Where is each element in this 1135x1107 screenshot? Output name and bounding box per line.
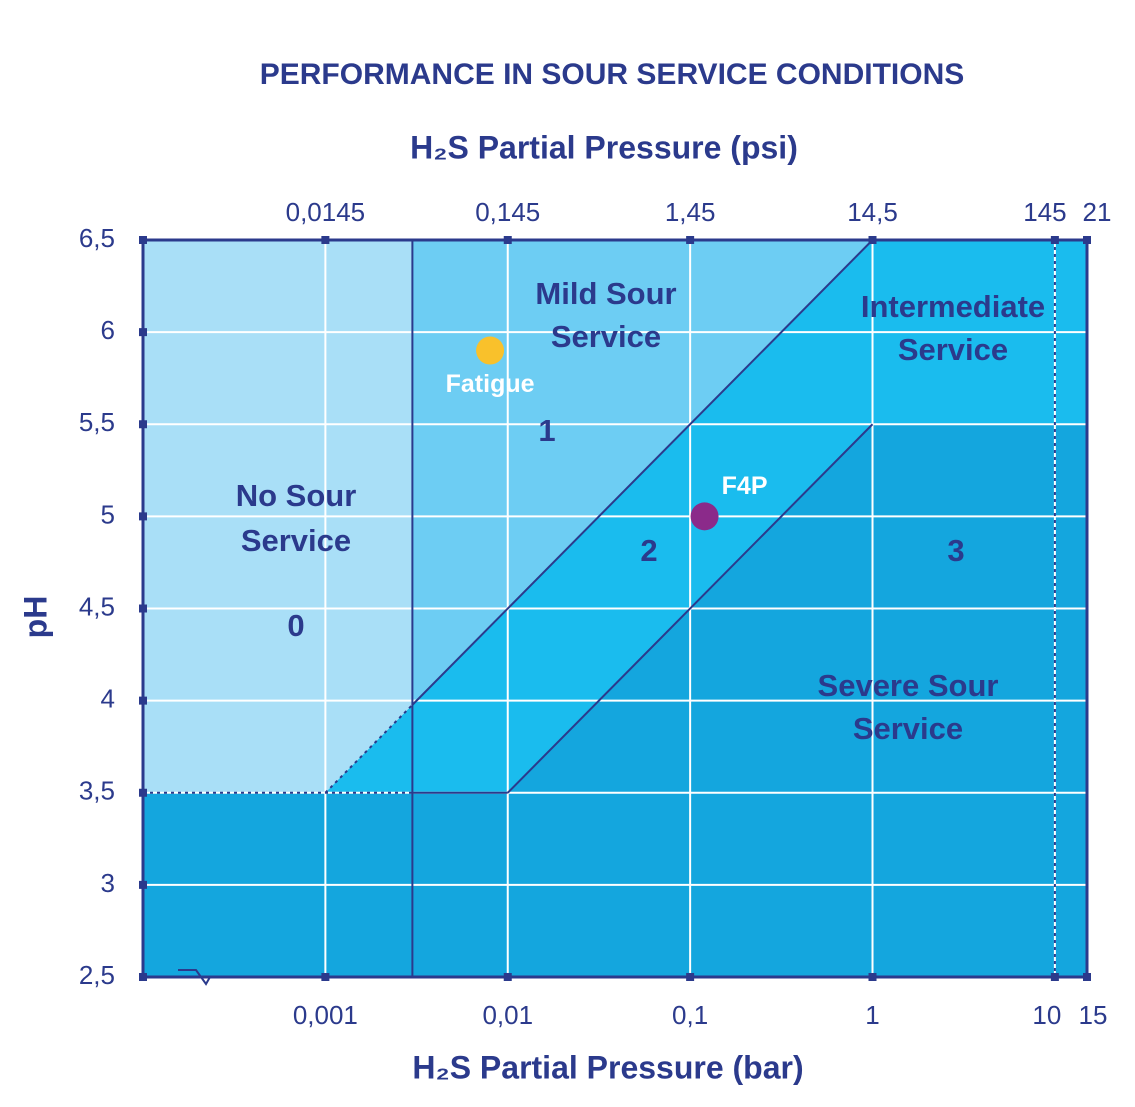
tick-mark: [868, 236, 877, 244]
region-number: 1: [538, 413, 555, 448]
region-number: 2: [640, 533, 657, 568]
region-number: 0: [287, 608, 304, 643]
tick-mark: [321, 973, 330, 981]
region-label: Mild Sour: [535, 276, 676, 311]
tick-mark: [139, 512, 147, 521]
boundary-line: [507, 423, 874, 794]
y-tick-label: 4,5: [79, 591, 115, 621]
y-tick-label: 6,5: [79, 223, 115, 253]
tick-mark: [1050, 236, 1059, 244]
y-tick-label: 2,5: [79, 960, 115, 990]
region-number: 3: [947, 533, 964, 568]
tick-mark: [139, 788, 147, 797]
tick-mark: [139, 604, 147, 613]
region-label: No Sour: [236, 478, 357, 513]
x2-tick-label: 145: [1023, 197, 1066, 227]
region-label: Service: [853, 711, 963, 746]
y-tick-label: 6: [101, 315, 115, 345]
region-label: Service: [551, 319, 661, 354]
data-point: [690, 502, 719, 531]
y-axis-title: pH: [17, 596, 53, 639]
y-tick-label: 4: [101, 684, 115, 714]
y-tick-label: 5,5: [79, 407, 115, 437]
chart-title: PERFORMANCE IN SOUR SERVICE CONDITIONS: [260, 58, 965, 91]
x-tick-label: 10: [1032, 1000, 1061, 1030]
boundary-line: [411, 239, 874, 706]
tick-mark: [321, 236, 330, 244]
tick-mark: [139, 696, 147, 705]
x2-axis-title: H₂S Partial Pressure (psi): [410, 129, 798, 165]
plot-area: Severe Sour Service 3 Intermediate Service 2 M…: [79, 197, 1112, 1030]
region-label: Severe Sour: [818, 668, 999, 703]
region-label: Intermediate: [861, 289, 1045, 324]
x2-tick-label: 1,45: [665, 197, 716, 227]
x2-tick-label: 14,5: [847, 197, 898, 227]
x-axis-title: H₂S Partial Pressure (bar): [412, 1049, 803, 1085]
region-label: Service: [241, 523, 351, 558]
tick-mark: [139, 420, 147, 429]
tick-mark: [139, 973, 147, 981]
x-tick-label: 15: [1079, 1000, 1108, 1030]
tick-mark: [503, 236, 512, 244]
axis-break: [178, 969, 211, 986]
tick-mark: [1083, 973, 1091, 981]
y-tick-label: 3,5: [79, 776, 115, 806]
tick-mark: [1083, 236, 1091, 244]
point-label: F4P: [722, 472, 768, 500]
y-tick-label: 3: [101, 868, 115, 898]
tick-mark: [139, 880, 147, 889]
point-label: Fatigue: [446, 370, 535, 398]
x2-tick-label: 0,0145: [286, 197, 366, 227]
x2-tick-label: 0,145: [475, 197, 540, 227]
y-tick-label: 5: [101, 499, 115, 529]
tick-mark: [139, 328, 147, 337]
x-tick-label: 0,001: [293, 1000, 358, 1030]
tick-mark: [868, 973, 877, 981]
x-tick-label: 0,1: [672, 1000, 708, 1030]
tick-mark: [139, 236, 147, 244]
tick-mark: [1050, 973, 1059, 981]
tick-mark: [686, 236, 695, 244]
x-tick-label: 0,01: [482, 1000, 533, 1030]
x-tick-label: 1: [865, 1000, 879, 1030]
x2-tick-label: 21: [1083, 197, 1112, 227]
tick-mark: [503, 973, 512, 981]
data-point: [476, 336, 505, 365]
region-label: Service: [898, 332, 1008, 367]
tick-mark: [686, 973, 695, 981]
